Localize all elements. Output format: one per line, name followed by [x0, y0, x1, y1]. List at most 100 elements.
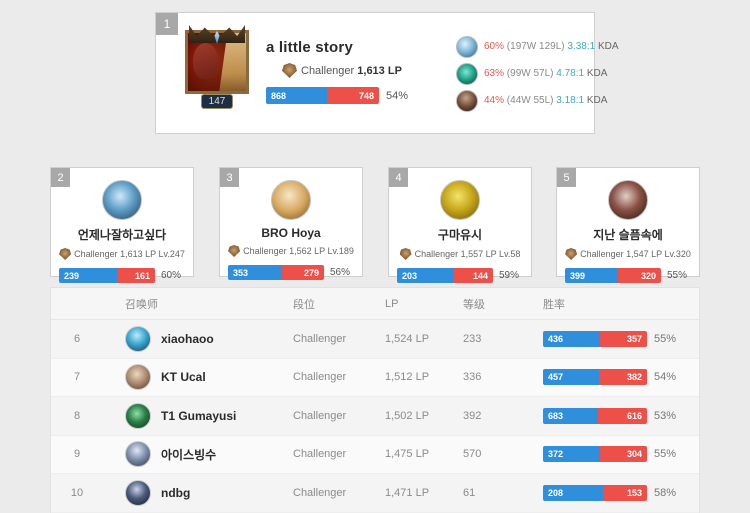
rank-badge: 5 [557, 168, 576, 187]
summoner-name[interactable]: BRO Hoya [261, 226, 321, 240]
losses-segment: 616 [598, 407, 647, 424]
rank-badge: 1 [156, 13, 178, 35]
header-lp[interactable]: LP [385, 297, 399, 310]
row-level: 61 [463, 486, 476, 499]
row-summoner-name: 아이스빙수 [161, 447, 217, 462]
challenger-emblem-icon [228, 245, 241, 257]
winrate-percent: 59% [499, 270, 520, 281]
winrate-row: 399 320 55% [565, 268, 691, 283]
table-row[interactable]: 7 KT Ucal Challenger 1,512 LP 336 457 38… [51, 358, 699, 397]
rank-badge: 4 [389, 168, 408, 187]
row-tier: Challenger [293, 371, 347, 384]
row-summoner-name: xiaohaoo [161, 331, 214, 346]
summoner-avatar-icon [125, 479, 151, 506]
tier-row: Challenger 1,562 LP Lv.189 [220, 245, 362, 257]
tier-label: Challenger 1,562 LP Lv.189 [243, 246, 354, 256]
wins-segment: 203 [397, 268, 454, 283]
summoner-avatar-icon [125, 364, 151, 391]
wins-segment: 436 [543, 330, 601, 347]
table-row[interactable]: 10 ndbg Challenger 1,471 LP 61 208 153 5… [51, 474, 699, 513]
rank-3-card[interactable]: 3 BRO Hoya Challenger 1,562 LP Lv.189 35… [219, 167, 363, 280]
leaderboard-table: 召唤师 段位 LP 等级 胜率 6 xiaohaoo Challenger 1,… [50, 287, 700, 513]
losses-segment: 382 [599, 369, 647, 386]
table-row[interactable]: 8 T1 Gumayusi Challenger 1,502 LP 392 68… [51, 397, 699, 436]
wins-segment: 683 [543, 407, 599, 424]
win-loss-bar: 353 279 [228, 265, 324, 280]
win-loss-bar: 436 357 [543, 330, 647, 347]
tier-row: Challenger 1,613 LP [266, 63, 420, 78]
hero-winrate-row: 868 748 54% [266, 87, 420, 104]
summoner-avatar [102, 180, 142, 220]
win-loss-bar: 868 748 [266, 87, 379, 104]
row-summoner[interactable]: KT Ucal [103, 364, 293, 391]
winrate-percent: 60% [161, 270, 182, 281]
winrate-row: 203 144 59% [397, 268, 523, 283]
row-winrate: 457 382 54% [543, 369, 699, 386]
header-summoner[interactable]: 召唤师 [125, 298, 158, 311]
wins-segment: 868 [266, 87, 328, 104]
win-loss-bar: 399 320 [565, 268, 661, 283]
row-lp: 1,502 LP [385, 409, 430, 422]
header-level[interactable]: 等级 [463, 298, 485, 311]
summoner-name[interactable]: 구마유시 [437, 228, 483, 242]
row-summoner-name: KT Ucal [161, 370, 206, 385]
losses-segment: 357 [600, 330, 647, 347]
challenger-emblem-icon [565, 248, 578, 260]
win-loss-bar: 239 161 [59, 268, 155, 283]
crown-gem-icon [214, 31, 220, 44]
rank-badge: 2 [51, 168, 70, 187]
losses-segment: 279 [281, 265, 324, 280]
row-winrate: 372 304 55% [543, 446, 699, 463]
row-summoner[interactable]: ndbg [103, 479, 293, 506]
table-row[interactable]: 6 xiaohaoo Challenger 1,524 LP 233 436 3… [51, 320, 699, 359]
wins-segment: 353 [228, 265, 282, 280]
rank-5-card[interactable]: 5 지난 슬픔속에 Challenger 1,547 LP Lv.320 399… [556, 167, 700, 283]
row-summoner-name: ndbg [161, 485, 191, 500]
summoner-avatar-icon [125, 402, 151, 429]
row-summoner[interactable]: xiaohaoo [103, 325, 293, 352]
row-lp: 1,524 LP [385, 332, 430, 345]
champion-stat-row: 63% (99W 57L) 4.78:1 KDA [456, 60, 619, 87]
hero-info: a little story Challenger 1,613 LP 868 7… [252, 27, 420, 104]
row-summoner[interactable]: 아이스빙수 [103, 441, 293, 468]
summoner-name[interactable]: 지난 슬픔속에 [593, 228, 663, 242]
wins-segment: 239 [59, 268, 117, 283]
summoner-avatar [440, 180, 480, 220]
header-tier[interactable]: 段位 [293, 298, 315, 311]
row-rank: 7 [73, 371, 81, 384]
win-loss-bar: 372 304 [543, 446, 647, 463]
summoner-name[interactable]: 언제나잘하고싶다 [77, 228, 167, 242]
tier-label: Challenger 1,547 LP Lv.320 [580, 249, 691, 259]
rank-4-card[interactable]: 4 구마유시 Challenger 1,557 LP Lv.58 203 144… [388, 167, 532, 283]
row-summoner[interactable]: T1 Gumayusi [103, 402, 293, 429]
top-champions-list: 60% (197W 129L) 3.38:1 KDA 63% (99W 57L)… [420, 27, 619, 114]
winrate-percent: 55% [667, 270, 688, 281]
summoner-portrait: 147 [182, 25, 252, 109]
champion-avatar-icon [456, 89, 478, 112]
losses-segment: 161 [116, 268, 155, 283]
row-winrate: 436 357 55% [543, 330, 699, 347]
winrate-percent: 56% [330, 267, 351, 278]
tier-row: Challenger 1,547 LP Lv.320 [557, 248, 699, 260]
row-lp: 1,475 LP [385, 448, 430, 461]
row-tier: Challenger [293, 448, 347, 461]
row-winrate: 683 616 53% [543, 407, 699, 424]
champion-avatar-icon [456, 35, 478, 58]
rank-1-card[interactable]: 1 147 a little story Challenger 1,613 LP… [155, 12, 619, 134]
row-tier: Challenger [293, 486, 347, 499]
champion-stat-text: 63% (99W 57L) 4.78:1 KDA [484, 68, 608, 79]
row-level: 570 [463, 448, 482, 461]
winrate-percent: 54% [386, 89, 409, 102]
table-row[interactable]: 9 아이스빙수 Challenger 1,475 LP 570 372 304 … [51, 435, 699, 474]
level-badge: 147 [201, 94, 233, 109]
summoner-avatar-icon [125, 325, 151, 352]
row-rank: 10 [70, 486, 84, 499]
champion-stat-text: 44% (44W 55L) 3.18:1 KDA [484, 95, 608, 106]
winrate-row: 239 161 60% [59, 268, 185, 283]
rank-2-card[interactable]: 2 언제나잘하고싶다 Challenger 1,613 LP Lv.247 23… [50, 167, 194, 283]
challenger-emblem-icon [399, 248, 412, 260]
summoner-name[interactable]: a little story [266, 39, 353, 56]
win-loss-bar: 208 153 [543, 484, 647, 501]
header-winrate[interactable]: 胜率 [543, 298, 565, 311]
winrate-percent: 55% [654, 448, 677, 461]
